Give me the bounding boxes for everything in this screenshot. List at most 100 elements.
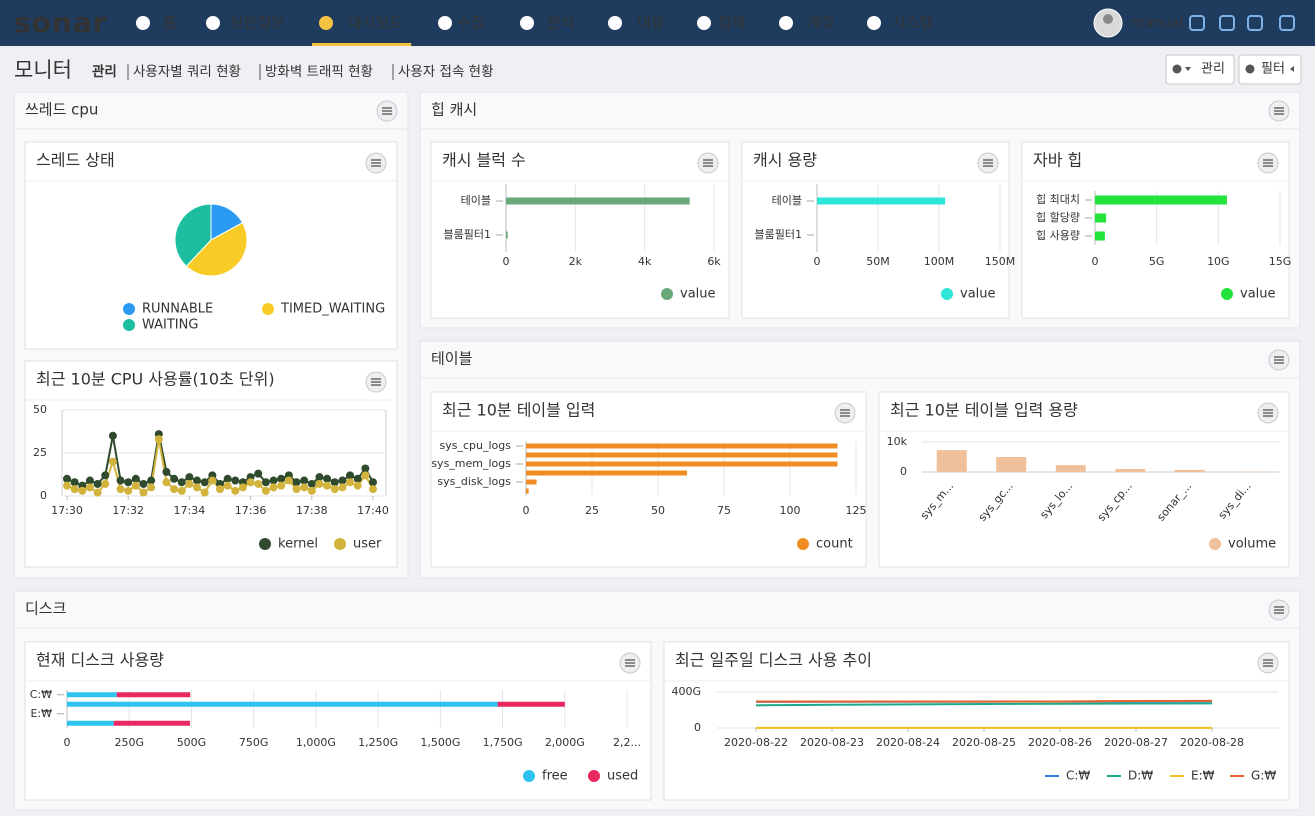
data-point — [346, 471, 355, 480]
x-tick-label: 25 — [585, 504, 599, 517]
data-point — [346, 478, 355, 487]
button-caret — [1185, 67, 1191, 71]
data-point — [78, 486, 87, 495]
data-point — [101, 471, 110, 480]
x-tick-label: 0 — [1092, 255, 1099, 268]
y-tick-label: 0 — [900, 465, 907, 478]
bar — [526, 470, 688, 476]
y-tick-label: 400G — [671, 685, 701, 698]
nav-tool-icon[interactable] — [1189, 15, 1205, 31]
header-button[interactable] — [1238, 54, 1302, 85]
data-point — [162, 478, 171, 487]
y-tick-label: 0 — [694, 721, 701, 734]
x-tick-label: 1,250G — [358, 736, 398, 749]
data-point — [116, 476, 125, 485]
nav-item[interactable]: 보안정보 — [230, 14, 285, 32]
data-point — [147, 476, 156, 485]
nav-tool-icon[interactable] — [1279, 15, 1295, 31]
legend-label: D:₩ — [1128, 769, 1153, 783]
bar — [506, 197, 690, 205]
legend-label: count — [816, 537, 853, 552]
legend-swatch — [941, 288, 953, 300]
widget — [663, 641, 1290, 801]
data-point — [361, 471, 370, 480]
data-point — [124, 486, 133, 495]
x-tick-label: 0 — [503, 255, 510, 268]
widget-title: 최근 10분 CPU 사용률(10초 단위) — [36, 370, 275, 389]
y-tick-label: sys_mem_logs — [431, 457, 511, 470]
user-name[interactable]: manual — [1131, 15, 1183, 31]
header-link[interactable]: 사용자별 쿼리 현황 — [133, 64, 241, 80]
nav-item[interactable]: 정책 — [718, 14, 746, 32]
bar — [1095, 195, 1227, 205]
nav-item[interactable]: 계정 — [807, 14, 835, 32]
nav-item[interactable]: 대시보드 — [348, 14, 403, 32]
legend-swatch — [523, 770, 535, 782]
widget — [878, 391, 1290, 568]
data-point — [162, 467, 171, 476]
data-point — [139, 479, 148, 488]
data-point — [307, 486, 316, 495]
legend-label: used — [607, 769, 638, 784]
data-point — [70, 485, 79, 494]
bar — [1174, 469, 1205, 472]
nav-item[interactable]: 대응 — [637, 14, 665, 32]
x-tick-label: 2,000G — [545, 736, 585, 749]
data-point — [108, 431, 117, 440]
panel-title: 테이블 — [431, 350, 472, 368]
data-point — [177, 486, 186, 495]
x-tick-label: 17:34 — [174, 504, 206, 517]
bar — [1055, 465, 1086, 472]
x-tick-label: 500G — [177, 736, 207, 749]
y-tick-label: 0 — [40, 489, 47, 502]
page-title: 모니터 — [14, 58, 72, 82]
y-tick-label: sys_cpu_logs — [440, 439, 512, 452]
data-point — [292, 478, 301, 487]
header-button[interactable] — [1165, 54, 1235, 85]
x-tick-label: 10G — [1207, 255, 1230, 268]
x-tick-label: 50M — [866, 255, 890, 268]
y-tick-label: 50 — [33, 403, 47, 416]
header-link[interactable]: 관리 — [92, 63, 117, 80]
nav-item[interactable]: 시스템 — [892, 14, 933, 32]
legend-label: TIMED_WAITING — [280, 302, 385, 317]
data-point — [124, 478, 133, 487]
data-point — [223, 481, 232, 490]
data-point — [353, 474, 362, 483]
data-point — [93, 479, 102, 488]
data-point — [307, 479, 316, 488]
nav-item[interactable]: 수집 — [457, 14, 485, 32]
nav-item[interactable]: 홈 — [163, 14, 177, 32]
data-point — [330, 478, 339, 487]
nav-tool-icon[interactable] — [1247, 15, 1263, 31]
y-tick-label: 테이블 — [461, 194, 491, 207]
header-link[interactable]: 사용자 접속 현황 — [398, 64, 494, 80]
x-tick-label: 2020-08-24 — [876, 736, 940, 749]
header-link[interactable]: 방화벽 트래픽 현황 — [265, 64, 373, 80]
x-tick-label: 125 — [846, 504, 867, 517]
bar — [1095, 213, 1107, 223]
button-icon — [1245, 64, 1255, 74]
y-tick-label: 블룸필터1 — [444, 228, 491, 241]
legend-swatch — [123, 319, 135, 331]
data-point — [101, 479, 110, 488]
legend-label: C:₩ — [1066, 769, 1090, 783]
data-point — [116, 485, 125, 494]
x-tick-label: 2020-08-28 — [1180, 736, 1244, 749]
data-point — [85, 483, 94, 492]
x-tick-label: 1,500G — [420, 736, 460, 749]
data-point — [300, 476, 309, 485]
data-point — [63, 474, 71, 483]
avatar-head — [1103, 14, 1113, 24]
nav-icon — [136, 16, 150, 30]
data-point — [131, 481, 140, 490]
y-tick-label: 블룸필터1 — [755, 228, 802, 241]
x-tick-label: 2020-08-27 — [1104, 736, 1168, 749]
data-point — [238, 483, 247, 492]
x-tick-label: 50 — [651, 504, 665, 517]
data-point — [277, 474, 286, 483]
nav-item[interactable]: 분석 — [547, 14, 575, 32]
nav-tool-icon[interactable] — [1219, 15, 1235, 31]
legend-label: RUNNABLE — [142, 302, 213, 317]
data-point — [361, 464, 370, 473]
